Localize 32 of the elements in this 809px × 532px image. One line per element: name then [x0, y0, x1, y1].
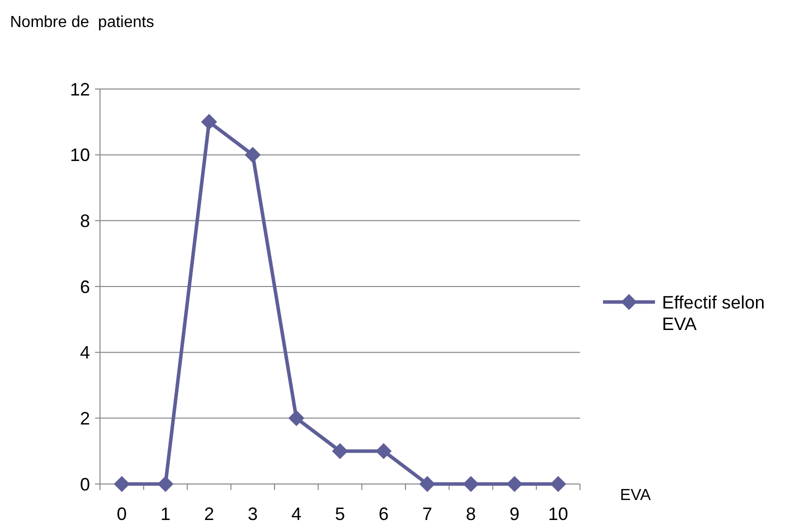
- point: [419, 476, 436, 492]
- point: [157, 476, 174, 492]
- point: [550, 476, 566, 492]
- x-tick-label: 8: [466, 504, 476, 524]
- y-tick-label: 10: [70, 145, 90, 166]
- x-tick-label: 0: [116, 504, 127, 524]
- y-tick-label: 8: [80, 210, 90, 231]
- y-tick-label: 12: [70, 79, 90, 100]
- y-tick-label: 2: [80, 408, 90, 428]
- point: [332, 443, 348, 460]
- y-tick-label: 6: [80, 276, 90, 297]
- point: [376, 443, 392, 460]
- point: [201, 114, 218, 130]
- x-tick-label: 9: [510, 504, 520, 524]
- y-tick-label: 4: [80, 342, 90, 363]
- x-tick-label: 5: [334, 504, 346, 524]
- y-axis-title: Nombre de patients: [10, 14, 154, 31]
- point: [244, 146, 261, 163]
- point: [114, 476, 130, 492]
- legend-label: Effectif selon EVA: [662, 292, 765, 334]
- point: [462, 476, 479, 492]
- x-tick-label: 3: [248, 504, 258, 524]
- x-tick-label: 2: [204, 504, 214, 524]
- x-tick-label: 1: [160, 504, 170, 524]
- x-tick-label: 10: [548, 504, 568, 524]
- y-tick-label: 0: [80, 474, 90, 494]
- x-axis-title: EVA: [620, 487, 652, 504]
- x-tick-label: 6: [378, 504, 389, 524]
- point: [506, 476, 523, 492]
- x-tick-label: 4: [291, 504, 302, 524]
- point: [288, 410, 304, 426]
- x-tick-label: 7: [422, 504, 432, 524]
